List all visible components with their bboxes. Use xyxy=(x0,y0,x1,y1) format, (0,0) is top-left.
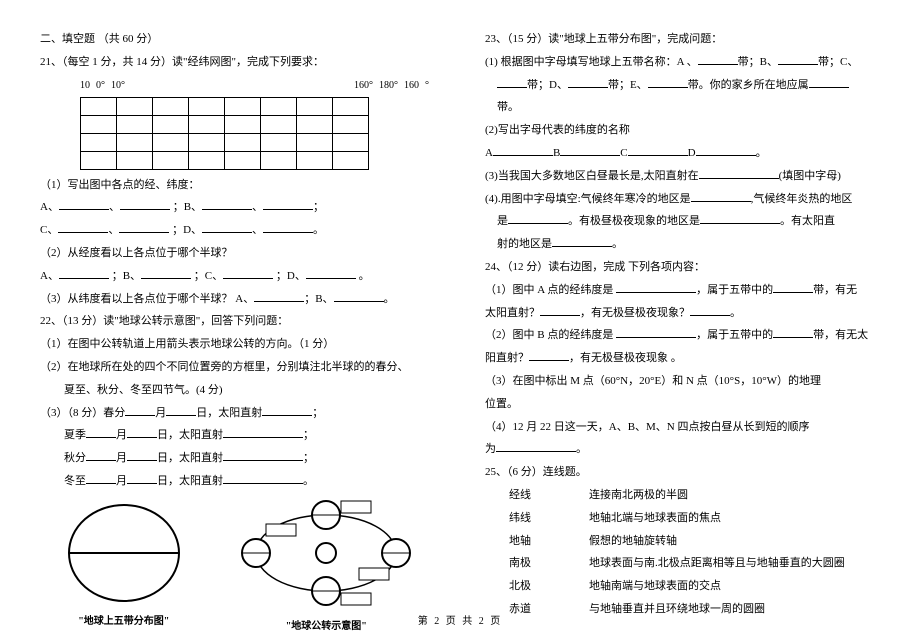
q24-4b: 为。 xyxy=(485,440,880,460)
section-title: 二、填空题 （共 60 分） xyxy=(40,30,435,50)
label: ；D、 xyxy=(172,224,202,236)
grid-label: 160 xyxy=(404,77,419,95)
q22-1: （1）在图中公转轨道上用箭头表示地球公转的方向。（1 分） xyxy=(40,335,435,355)
match-row: 纬线地轴北端与地球表面的焦点 xyxy=(509,509,880,529)
grid-label: 180° xyxy=(379,77,398,95)
q23-1c: 带。 xyxy=(485,98,880,118)
q25-head: 25、（6 分）连线题。 xyxy=(485,463,880,483)
zones-figure: "地球上五带分布图" xyxy=(64,503,184,631)
grid-label: 10° xyxy=(111,77,125,95)
label: A、 xyxy=(40,201,59,213)
label: C、 xyxy=(40,224,58,236)
q21-1-row2: C、、 ；D、、。 xyxy=(40,221,435,241)
grid-label: 0° xyxy=(96,77,105,95)
page-footer: 第 2 页 共 2 页 xyxy=(0,613,920,631)
q23-4a: (4).用图中字母填空:气候终年寒冷的地区是,气候终年炎热的地区 xyxy=(485,190,880,210)
grid-figure: 10 0° 10° 160° 180° 160 ° xyxy=(80,77,435,170)
grid-label: ° xyxy=(425,77,429,95)
match-block: 经线连接南北两极的半圆 纬线地轴北端与地球表面的焦点 地轴假想的地轴旋转轴 南极… xyxy=(485,486,880,620)
q23-2: (2)写出字母代表的纬度的名称 xyxy=(485,121,880,141)
q23-4c: 射的地区是。 xyxy=(485,235,880,255)
q22-head: 22、（13 分）读"地球公转示意图"，回答下列问题： xyxy=(40,312,435,332)
q22-3: （3）（8 分）春分月日，太阳直射； xyxy=(40,404,435,424)
q24-3a: （3）在图中标出 M 点（60°N，20°E）和 N 点（10°S，10°W）的… xyxy=(485,372,880,392)
q21-head: 21、（每空 1 分，共 14 分）读"经纬网图"，完成下列要求： xyxy=(40,53,435,73)
left-column: 二、填空题 （共 60 分） 21、（每空 1 分，共 14 分）读"经纬网图"… xyxy=(40,30,435,636)
q23-2row: ABCD。 xyxy=(485,144,880,164)
match-row: 北极地轴南端与地球表面的交点 xyxy=(509,577,880,597)
grid-labels: 10 0° 10° 160° 180° 160 ° xyxy=(80,77,435,95)
q23-4b: 是。有极昼极夜现象的地区是。有太阳直 xyxy=(485,212,880,232)
two-column-layout: 二、填空题 （共 60 分） 21、（每空 1 分，共 14 分）读"经纬网图"… xyxy=(40,30,880,636)
q22-3c: 秋分月日，太阳直射； xyxy=(40,449,435,469)
grid-label: 10 xyxy=(80,77,90,95)
q23-3: (3)当我国大多数地区白昼最长是,太阳直射在(填图中字母) xyxy=(485,167,880,187)
q24-2b: 阳直射？，有无极昼极夜现象 。 xyxy=(485,349,880,369)
q24-head: 24、（12 分）读右边图，完成 下列各项内容： xyxy=(485,258,880,278)
q21-2: （2）从经度看以上各点位于哪个半球？ xyxy=(40,244,435,264)
latlon-grid xyxy=(80,97,369,170)
grid-label: 160° xyxy=(354,77,373,95)
q21-1: （1）写出图中各点的经、纬度： xyxy=(40,176,435,196)
q22-2: （2）在地球所在处的四个不同位置旁的方框里，分别填注北半球的的春分、 xyxy=(40,358,435,378)
q21-1-row1: A、、 ；B、、； xyxy=(40,198,435,218)
q21-2-row: A、 ；B、 ；C、 ；D、 。 xyxy=(40,267,435,287)
q24-3b: 位置。 xyxy=(485,395,880,415)
match-row: 经线连接南北两极的半圆 xyxy=(509,486,880,506)
q24-4a: （4）12 月 22 日这一天，A、B、M、N 四点按白昼从长到短的顺序 xyxy=(485,418,880,438)
q24-1a: （1）图中 A 点的经纬度是 ，属于五带中的带，有无 xyxy=(485,281,880,301)
match-row: 南极地球表面与南.北极点距离相等且与地轴垂直的大圆圈 xyxy=(509,554,880,574)
q24-1b: 太阳直射？，有无极昼极夜现象？。 xyxy=(485,304,880,324)
right-column: 23、（15 分）读"地球上五带分布图"，完成问题： (1) 根据图中字母填写地… xyxy=(485,30,880,636)
q24-2a: （2）图中 B 点的经纬度是 ，属于五带中的带，有无太 xyxy=(485,326,880,346)
q22-3b: 夏季月日，太阳直射； xyxy=(40,426,435,446)
label: ；B、 xyxy=(173,201,202,213)
q22-2b: 夏至、秋分、冬至四节气。(4 分) xyxy=(40,381,435,401)
q21-3: （3）从纬度看以上各点位于哪个半球？ A、；B、。 xyxy=(40,290,435,310)
match-row: 地轴假想的地轴旋转轴 xyxy=(509,532,880,552)
q22-3d: 冬至月日，太阳直射。 xyxy=(40,472,435,492)
q23-1: (1) 根据图中字母填写地球上五带名称：A 、带；B、带；C、 xyxy=(485,53,880,73)
q23-head: 23、（15 分）读"地球上五带分布图"，完成问题： xyxy=(485,30,880,50)
q23-1b: 带；D、带；E、带。你的家乡所在地应属 xyxy=(485,76,880,96)
